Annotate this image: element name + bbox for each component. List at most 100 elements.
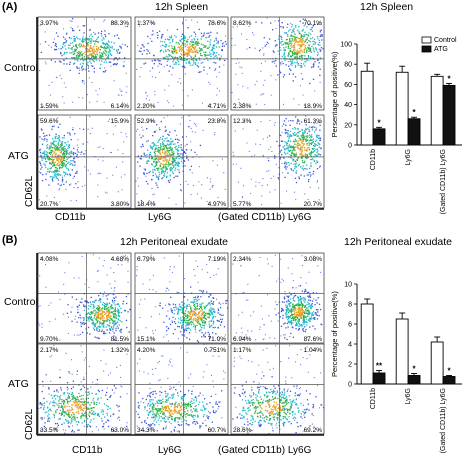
flow-b-plot-box	[230, 252, 325, 344]
chart-a-category-label: CD11b	[370, 149, 377, 170]
chart-a-significance: *	[412, 108, 416, 117]
flow-b-quadrant-ur: 0.751%	[204, 347, 226, 354]
flow-a-quadrant-ll: 2.20%	[137, 103, 156, 110]
chart-a-bar	[372, 128, 386, 146]
flow-a-quadrant-lr: 4.97%	[208, 201, 227, 208]
flow-b-quadrant-ul: 2.17%	[40, 347, 59, 354]
panel-b-xlabel-ly6g: Ly6G	[158, 445, 182, 456]
flow-a-quadrant-ll: 1.59%	[40, 103, 59, 110]
flow-a-quadrant-lr: 6.14%	[111, 103, 130, 110]
panel-a-xlabel-cd11b: CD11b	[55, 212, 86, 223]
flow-a-quadrant-ll: 18.4%	[137, 201, 156, 208]
flow-b-quadrant-lr: 71.0%	[208, 336, 227, 343]
flow-b-scatter-dots	[135, 254, 229, 343]
flow-a-quadrant-ul: 12.3%	[233, 118, 252, 125]
flow-a-quadrant-ul: 59.6%	[40, 118, 59, 125]
panel-a-xlabel-ly6g: Ly6G	[148, 212, 172, 223]
chart-a-significance: *	[377, 118, 381, 127]
chart-b-bar	[372, 372, 386, 385]
flow-a-quadrant-ul: 1.37%	[137, 20, 156, 27]
chart-a-category-label: Ly6G	[405, 149, 412, 165]
chart-a-y-tick-label: 100	[340, 42, 352, 49]
chart-a-legend-label: Control	[434, 37, 457, 44]
flow-a-scatter-dots	[232, 115, 322, 206]
panel-a-row-control: Control	[4, 62, 38, 74]
flow-a-scatter-dots	[39, 18, 129, 108]
chart-b-y-tick-label: 10	[344, 282, 352, 289]
panel-a-title: 12h Spleen	[155, 1, 209, 13]
flow-b-quadrant-ur: 7.19%	[208, 256, 227, 263]
chart-a-bar	[395, 71, 409, 146]
flow-b-scatter-dots	[232, 345, 325, 435]
flow-a-plot-box	[230, 114, 325, 209]
flow-b-scatter-dots	[38, 344, 128, 435]
flow-a-scatter-dots	[38, 116, 130, 205]
chart-a-legend-label: ATG	[434, 46, 448, 53]
chart-a-y-tick-label: 80	[344, 62, 352, 69]
chart-b-title: 12h Peritoneal exudate	[344, 236, 452, 248]
flow-a-quadrant-ur: 23.8%	[208, 118, 227, 125]
chart-b-category-label: CD11b	[370, 388, 377, 409]
flow-b-plot-box	[134, 343, 229, 435]
flow-a-quadrant-ul: 3.97%	[40, 20, 59, 27]
chart-b-bar	[430, 341, 444, 385]
chart-a-title: 12h Spleen	[360, 1, 414, 13]
chart-b-y-tick-label: 6	[348, 322, 352, 329]
flow-a-quadrant-lr: 4.71%	[208, 103, 227, 110]
flow-b-quadrant-ll: 15.1%	[137, 336, 156, 343]
chart-b-bar	[360, 303, 374, 385]
chart-a-y-tick-label: 40	[344, 102, 352, 109]
chart-b-significance: *	[447, 367, 451, 376]
chart-a-significance: *	[447, 74, 451, 83]
panel-b-row-control: Control	[4, 296, 38, 308]
chart-a-y-tick-label: 60	[344, 82, 352, 89]
panel-b-label: (B)	[2, 234, 18, 246]
chart-b-y-tick-label: 2	[348, 362, 352, 369]
chart-b-y-tick-label: 8	[348, 302, 352, 309]
panel-b-xlabel-gated: (Gated CD11b) Ly6G	[218, 445, 312, 456]
flow-a-plot-box	[134, 16, 229, 111]
flow-b-quadrant-ll: 6.94%	[233, 336, 252, 343]
chart-a-bar	[360, 70, 374, 146]
flow-b-quadrant-ul: 4.20%	[137, 347, 156, 354]
flow-b-quadrant-ur: 1.04%	[304, 347, 323, 354]
chart-a-y-tick-label: 0	[348, 143, 352, 150]
flow-b-quadrant-lr: 60.7%	[208, 427, 227, 434]
flow-b-quadrant-ul: 2.34%	[233, 256, 252, 263]
flow-b-scatter-dots	[135, 344, 226, 433]
chart-b-bar	[407, 375, 421, 385]
flow-b-quadrant-lr: 81.5%	[111, 336, 130, 343]
flow-a-quadrant-ul: 8.62%	[233, 20, 252, 27]
flow-a-scatter-dots	[135, 115, 226, 206]
flow-b-quadrant-ur: 1.32%	[111, 347, 130, 354]
chart-a-bar	[407, 118, 421, 146]
flow-a-quadrant-ur: 78.6%	[208, 20, 227, 27]
flow-b-quadrant-lr: 69.2%	[304, 427, 323, 434]
chart-a-y-label: Persentage of positive(%)	[330, 51, 339, 137]
chart-b-bar	[395, 318, 409, 385]
flow-a-quadrant-lr: 3.80%	[111, 201, 130, 208]
flow-a-quadrant-lr: 18.9%	[304, 103, 323, 110]
flow-a-quadrant-ur: 88.3%	[111, 20, 130, 27]
panel-b-title: 12h Peritoneal exudate	[120, 236, 228, 248]
flow-a-quadrant-ur: 70.1%	[304, 20, 323, 27]
chart-b-category-label: (Gated CD11b) Ly6G	[440, 388, 447, 453]
chart-b-significance: **	[376, 362, 383, 371]
chart-b-bar	[442, 376, 456, 385]
flow-a-quadrant-ll: 2.38%	[233, 103, 252, 110]
panel-b-xlabel-cd11b: CD11b	[72, 445, 103, 456]
flow-b-quadrant-ul: 6.79%	[137, 256, 156, 263]
flow-b-quadrant-ur: 4.68%	[111, 256, 130, 263]
flow-b-quadrant-lr: 63.0%	[111, 427, 130, 434]
flow-a-quadrant-lr: 20.7%	[304, 201, 323, 208]
flow-b-plot-box	[37, 343, 132, 435]
chart-a-bar	[430, 75, 444, 146]
chart-a-category-label: (Gated CD11b) Ly6G	[440, 149, 447, 214]
flow-b-quadrant-ur: 3.08%	[304, 256, 323, 263]
panel-b-row-atg: ATG	[8, 378, 29, 390]
flow-a-quadrant-ur: 61.3%	[304, 118, 323, 125]
flow-a-quadrant-ur: 15.9%	[111, 118, 130, 125]
chart-a-y-tick-label: 20	[344, 122, 352, 129]
panel-a-row-atg: ATG	[8, 150, 29, 162]
